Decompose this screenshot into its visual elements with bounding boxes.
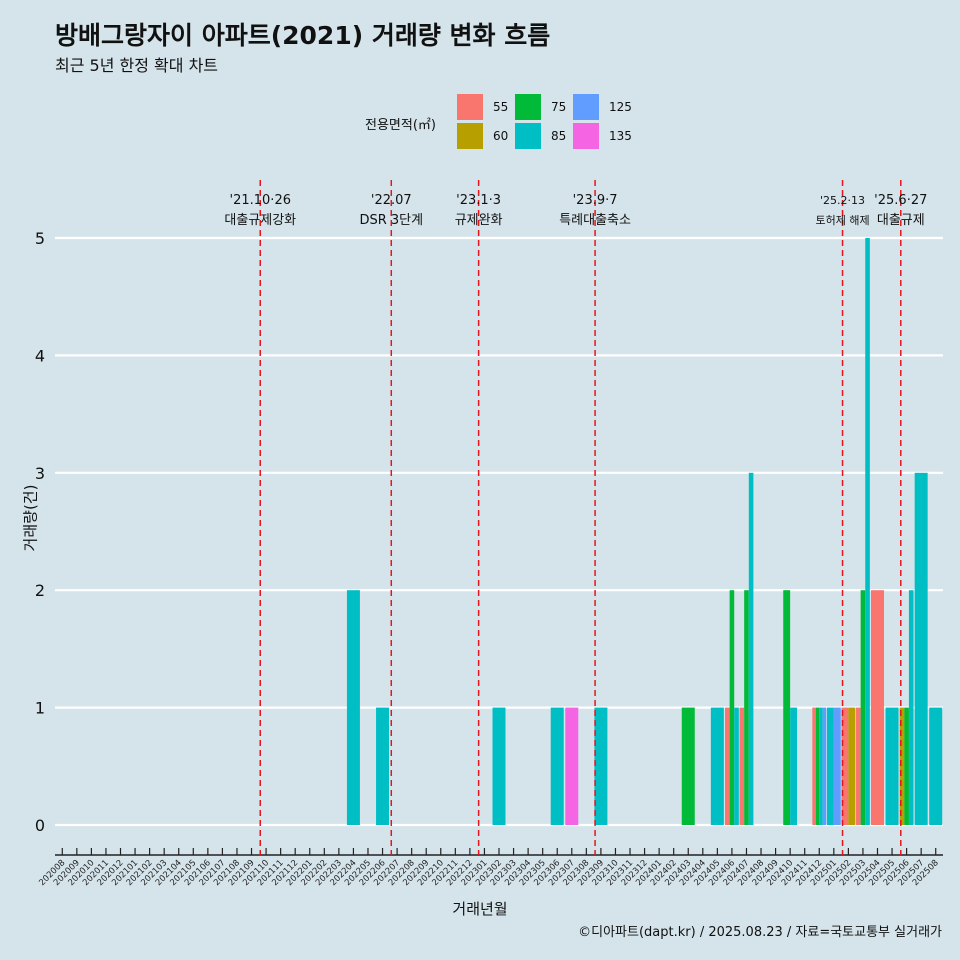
x-axis-label: 거래년월 <box>452 900 508 918</box>
event-label: DSR 3단계 <box>359 213 423 228</box>
bar-125-202412 <box>822 707 827 825</box>
legend-label: 55 <box>493 100 509 114</box>
bar-85-202302 <box>492 707 506 825</box>
bar-75-202406 <box>729 590 735 825</box>
event-date: '23.1·3 <box>456 193 501 208</box>
y-tick-label: 2 <box>35 581 45 600</box>
legend-swatch <box>457 94 483 120</box>
legend-swatch <box>457 123 483 149</box>
bar-85-202306 <box>550 707 564 825</box>
bar-60-202506 <box>899 707 905 825</box>
bar-85-202410 <box>790 707 798 825</box>
chart-subtitle: 최근 5년 한정 확대 차트 <box>55 56 219 75</box>
bar-60-202502 <box>848 707 856 825</box>
bar-85-202508 <box>929 707 943 825</box>
legend-label: 60 <box>493 129 509 143</box>
legend: 전용면적(㎡) 55 60 75 85 125 135 <box>365 92 645 152</box>
bar-55-202407 <box>739 707 745 825</box>
event-date: '25.6·27 <box>874 193 927 208</box>
legend-label: 75 <box>551 100 567 114</box>
bar-55-202503 <box>856 707 861 825</box>
bar-85-202206 <box>376 707 390 825</box>
bar-75-202506 <box>904 707 909 825</box>
bar-85-202412 <box>819 707 823 825</box>
bar-85-202406 <box>734 707 739 825</box>
event-date: '21.10·26 <box>230 193 291 208</box>
legend-swatch <box>573 94 599 120</box>
event-label: 대출규제 <box>877 213 925 228</box>
legend-title: 전용면적(㎡) <box>365 118 436 133</box>
bar-135-202307 <box>565 707 579 825</box>
legend-label: 85 <box>551 129 567 143</box>
bar-75-202503 <box>860 590 866 825</box>
bar-55-202502 <box>841 707 849 825</box>
event-label: 토허제 해제 <box>815 213 869 227</box>
y-tick-label: 5 <box>35 229 45 248</box>
legend-label: 125 <box>609 100 632 114</box>
y-axis-label: 거래량(건) <box>21 484 40 552</box>
bar-85-202503 <box>865 238 870 825</box>
y-tick-label: 0 <box>35 816 45 835</box>
bar-55-202412 <box>812 707 816 825</box>
bar-85-202405 <box>710 707 724 825</box>
bar-85-202407 <box>748 472 754 825</box>
legend-swatch <box>515 94 541 120</box>
y-tick-label: 4 <box>35 346 45 365</box>
bar-85-202505 <box>885 707 899 825</box>
event-date: '22.07 <box>371 193 412 208</box>
bar-75-202412 <box>815 707 820 825</box>
bar-75-202410 <box>783 590 791 825</box>
bar-85-202309 <box>594 707 608 825</box>
bar-55-202406 <box>725 707 730 825</box>
event-date: '25.2·13 <box>820 194 865 207</box>
event-label: 대출규제강화 <box>224 213 296 228</box>
bar-85-202506 <box>908 590 914 825</box>
bar-75-202403 <box>681 707 695 825</box>
y-tick-label: 3 <box>35 464 45 483</box>
event-label: 특례대출축소 <box>559 213 631 228</box>
bar-75-202407 <box>744 590 749 825</box>
bar-125-202501 <box>833 707 841 825</box>
bar-85-202204 <box>346 590 360 825</box>
bar-85-202507 <box>914 472 928 825</box>
bar-55-202504 <box>870 590 884 825</box>
event-label: 규제완화 <box>455 213 503 228</box>
event-date: '23.9·7 <box>573 193 618 208</box>
legend-swatch <box>573 123 599 149</box>
legend-label: 135 <box>609 129 632 143</box>
bar-85-202501 <box>826 707 834 825</box>
legend-swatch <box>515 123 541 149</box>
caption: ©디아파트(dapt.kr) / 2025.08.23 / 자료=국토교통부 실… <box>578 925 942 940</box>
chart-title: 방배그랑자이 아파트(2021) 거래량 변화 흐름 <box>55 21 551 50</box>
y-tick-label: 1 <box>35 699 45 718</box>
